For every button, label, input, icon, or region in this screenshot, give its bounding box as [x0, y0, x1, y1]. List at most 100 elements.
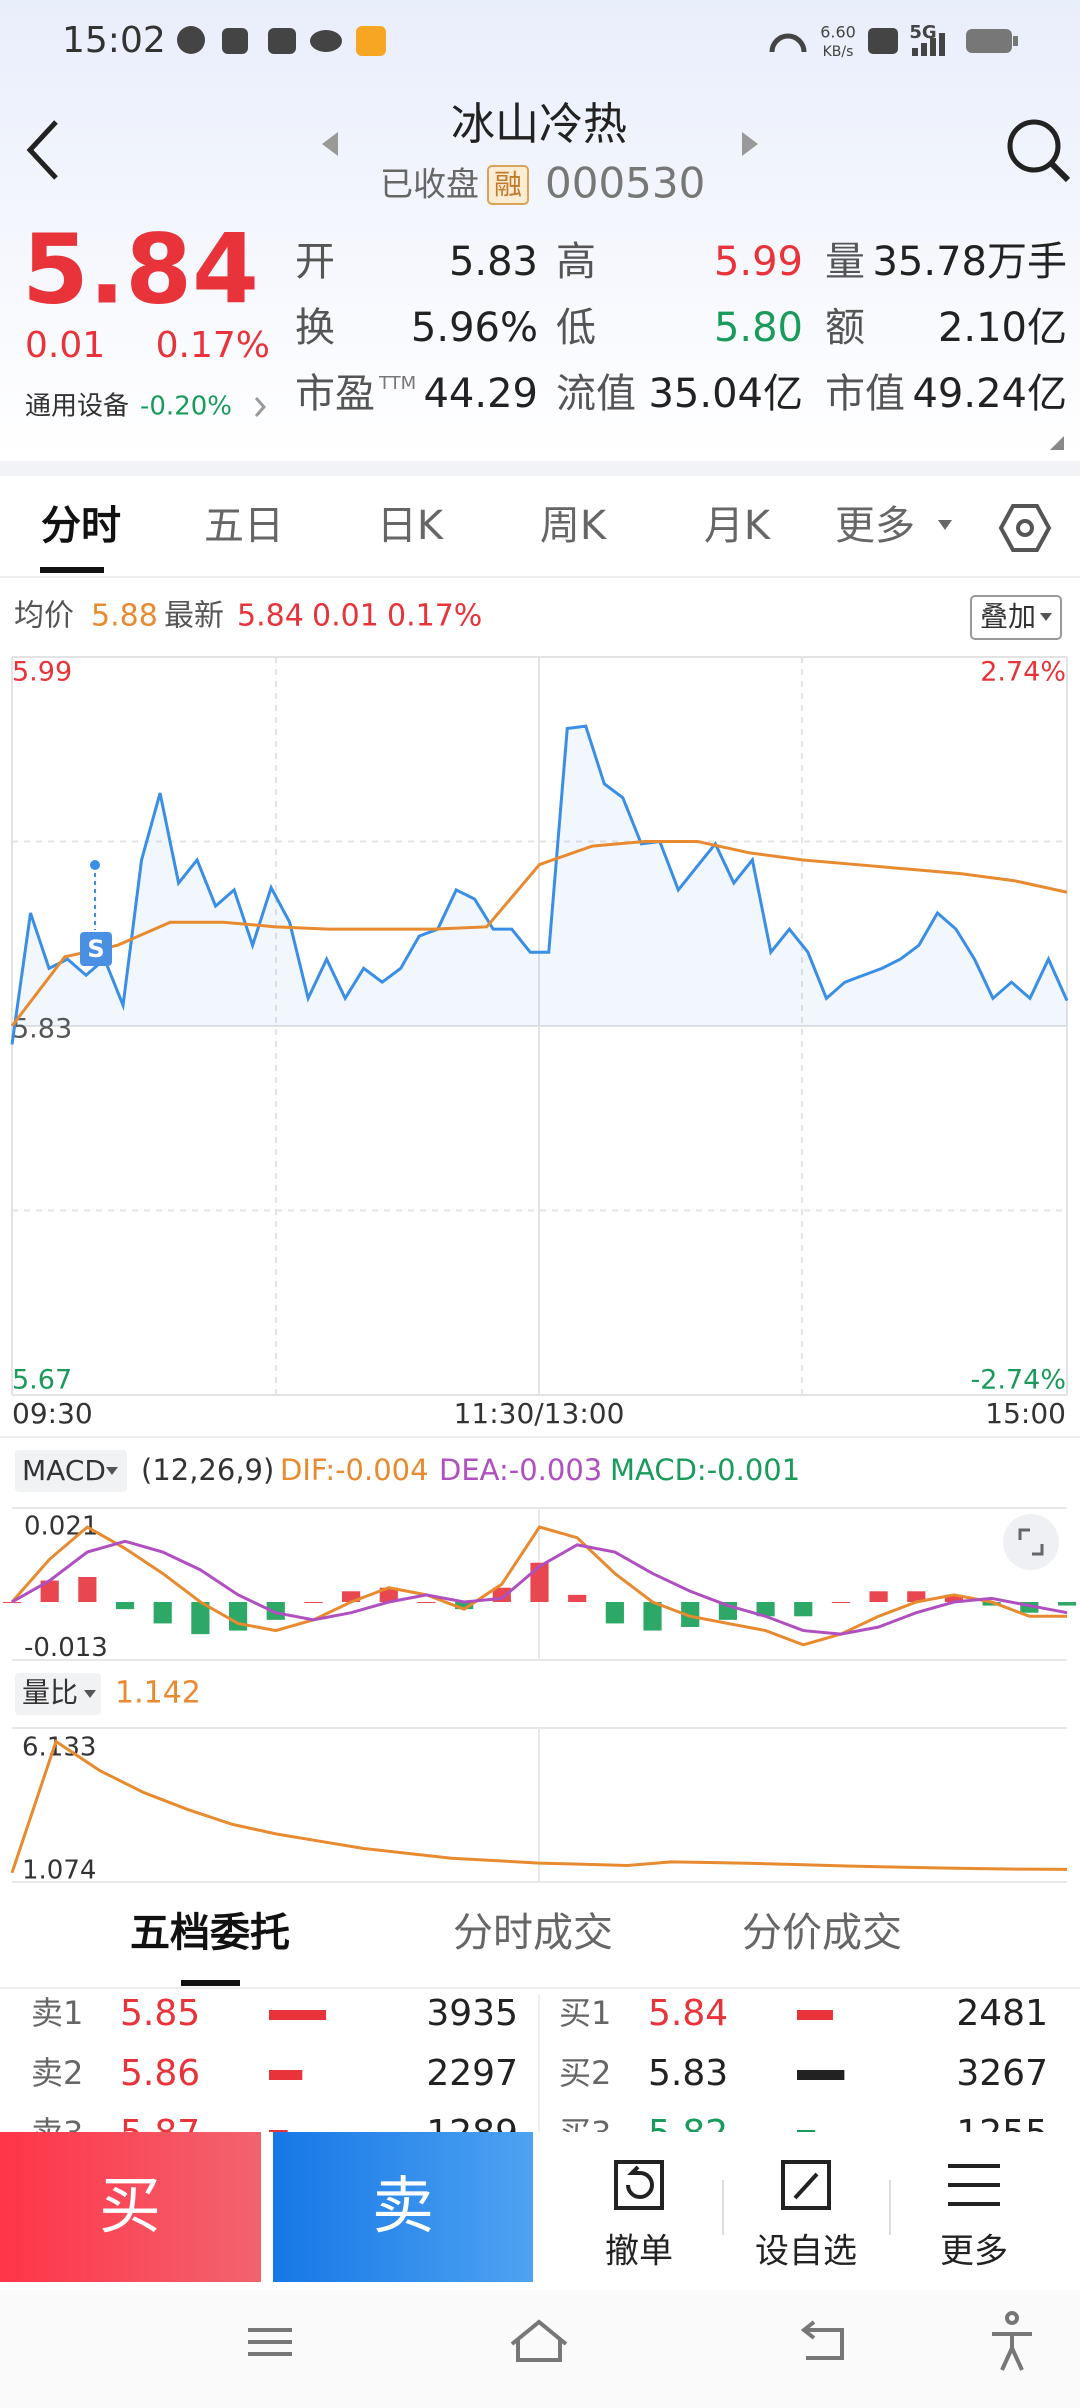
latest-change-pct: 0.17%	[387, 599, 482, 634]
stat-value: 5.83	[449, 239, 538, 285]
chevron	[254, 397, 267, 417]
macd-bar	[568, 1594, 587, 1602]
volume-ratio-line	[10, 1739, 1068, 1874]
action-button[interactable]: 撤单	[605, 2232, 673, 2272]
expand-corner	[1050, 436, 1064, 450]
order-tab[interactable]: 分时成交	[453, 1910, 613, 1956]
price-area	[12, 726, 1067, 1045]
industry-name[interactable]: 通用设备	[25, 392, 129, 422]
macd-bar	[794, 1602, 813, 1617]
back-button[interactable]	[26, 120, 58, 180]
order-tab[interactable]: 五档委托	[130, 1910, 290, 1956]
order-volume: 2297	[426, 2053, 518, 2094]
signal-bar	[921, 43, 927, 56]
header-bg	[0, 0, 1080, 460]
nav-menu[interactable]	[248, 2328, 292, 2356]
macd-bar	[907, 1591, 926, 1602]
price-line	[10, 724, 1069, 1045]
sell-button-bg[interactable]	[273, 2132, 533, 2282]
volume-ratio-grid	[12, 1727, 1067, 1883]
y-tick-label: 5.83	[12, 1014, 72, 1045]
latest-value: 5.84	[237, 599, 304, 634]
settings-icon[interactable]	[998, 504, 1052, 552]
next-stock[interactable]	[742, 132, 758, 156]
stat-value: 5.80	[714, 305, 803, 351]
overlay-label[interactable]: 叠加	[980, 600, 1036, 633]
signal-bar	[930, 38, 936, 56]
order-level: 买1	[559, 1994, 611, 2032]
y-tick-label: 5.99	[12, 657, 72, 688]
action-button[interactable]: 设自选	[755, 2232, 857, 2272]
macd-bar	[266, 1602, 285, 1620]
macd-bar	[228, 1602, 248, 1631]
period-tab[interactable]: 月K	[704, 503, 772, 549]
signal-bar	[939, 33, 945, 56]
more-icon	[948, 2164, 1000, 2206]
stat-label: 流值	[556, 371, 636, 417]
sell-button[interactable]: 卖	[372, 2169, 434, 2242]
macd-params: (12,26,9)	[141, 1453, 274, 1487]
action-button[interactable]: 更多	[940, 2232, 1008, 2272]
watchlist-icon	[781, 2160, 831, 2210]
stat-value: 35.78万手	[872, 239, 1067, 285]
macd-bar	[1020, 1602, 1039, 1613]
macd-bar	[756, 1602, 775, 1617]
stat-label: 低	[556, 305, 596, 351]
net-speed: 6.60	[820, 23, 856, 42]
nav-back[interactable]	[800, 2320, 844, 2360]
macd-bar	[379, 1587, 398, 1602]
volume-ratio-value: 1.142	[115, 1676, 201, 1711]
avg-label: 均价	[14, 599, 74, 634]
buy-button[interactable]: 买	[99, 2169, 161, 2242]
volume-bar	[269, 2070, 303, 2080]
y2-tick-label: 2.74%	[980, 657, 1066, 688]
order-volume: 3935	[426, 1993, 518, 2034]
macd-bar	[342, 1591, 361, 1602]
y-tick-label: 6.133	[22, 1733, 96, 1763]
period-tab[interactable]: 周K	[540, 503, 608, 549]
order-level: 卖2	[31, 2054, 83, 2092]
macd-bar	[115, 1602, 135, 1610]
nav-accessibility[interactable]	[992, 2311, 1032, 2371]
macd-button[interactable]	[15, 1450, 127, 1492]
period-tab[interactable]: 日K	[377, 503, 445, 549]
search-button[interactable]	[1007, 119, 1071, 183]
volume-ratio-button[interactable]	[15, 1673, 101, 1715]
latest-label: 最新	[164, 599, 224, 634]
margin-badge: 融	[494, 168, 522, 201]
macd-dif: DIF:-0.004	[280, 1453, 429, 1487]
volume-ratio-label[interactable]: 量比	[22, 1676, 78, 1709]
tab-underline	[40, 567, 104, 573]
order-level: 卖1	[31, 1994, 83, 2032]
expand-button[interactable]	[1003, 1514, 1059, 1570]
latest-change: 0.01	[312, 599, 379, 634]
average-line	[10, 840, 1068, 1027]
price-change-pct: 0.17%	[156, 325, 270, 366]
prev-stock[interactable]	[322, 132, 338, 156]
signal-bar	[912, 48, 918, 56]
period-tab[interactable]: 五日	[204, 503, 284, 549]
stat-value: 5.99	[714, 239, 803, 285]
nav-home[interactable]	[510, 2319, 568, 2362]
price-change: 0.01	[25, 325, 105, 366]
x-tick-label: 11:30/13:00	[454, 1397, 625, 1430]
stat-label: 开	[295, 239, 335, 285]
stat-label: 额	[825, 305, 865, 351]
order-tab[interactable]: 分价成交	[742, 1910, 902, 1956]
dropdown-arrow	[1040, 613, 1052, 621]
stat-label: 高	[556, 239, 596, 285]
buy-button-bg[interactable]	[0, 2132, 261, 2282]
stat-value: 49.24亿	[912, 371, 1067, 417]
stat-label-sup: TTM	[378, 373, 416, 394]
macd-bar	[191, 1602, 210, 1635]
macd-value: MACD:-0.001	[610, 1453, 800, 1487]
macd-label[interactable]: MACD	[22, 1454, 106, 1487]
period-tab[interactable]: 分时	[41, 503, 121, 549]
period-tab[interactable]: 更多	[835, 503, 915, 549]
overlay-button[interactable]	[970, 595, 1062, 640]
net-speed-unit: KB/s	[823, 44, 854, 60]
stat-value: 35.04亿	[648, 371, 803, 417]
badge-box	[487, 165, 529, 205]
avg-value: 5.88	[91, 599, 158, 634]
